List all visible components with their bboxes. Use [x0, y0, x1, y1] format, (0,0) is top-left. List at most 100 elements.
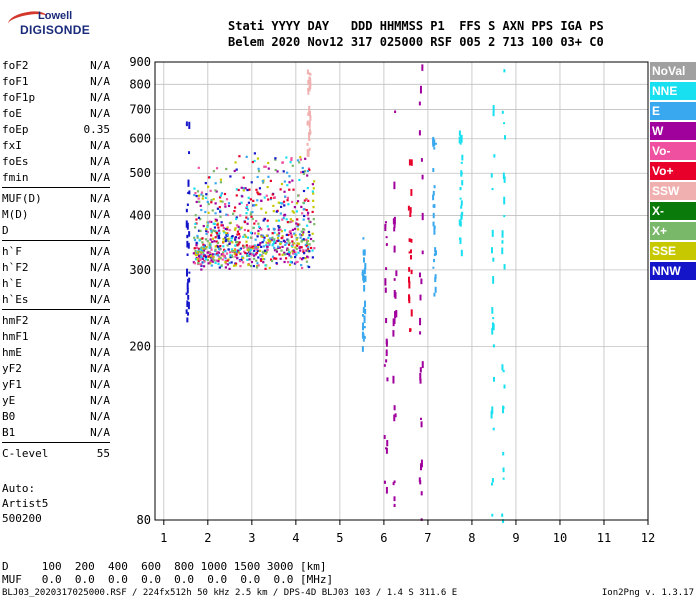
- echo-mark: [266, 186, 269, 189]
- echo-mark: [491, 229, 494, 237]
- echo-mark: [285, 171, 289, 174]
- echo-mark: [200, 191, 204, 194]
- echo-mark: [291, 200, 294, 204]
- echo-mark: [245, 244, 248, 247]
- echo-mark: [311, 249, 314, 252]
- echo-mark: [230, 261, 233, 264]
- echo-mark: [305, 208, 308, 212]
- echo-mark: [384, 278, 387, 286]
- echo-mark: [491, 513, 494, 517]
- echo-mark: [234, 161, 237, 164]
- echo-mark: [220, 253, 223, 256]
- echo-mark: [219, 181, 223, 184]
- echo-mark: [421, 250, 424, 255]
- echo-mark: [274, 158, 277, 161]
- echo-mark: [311, 190, 314, 193]
- echo-mark: [432, 168, 435, 172]
- echo-mark: [255, 266, 259, 269]
- echo-mark: [460, 170, 463, 177]
- echo-mark: [269, 240, 272, 243]
- echo-mark: [306, 224, 309, 227]
- param-name: D: [2, 224, 9, 237]
- echo-mark: [279, 257, 282, 260]
- echo-mark: [308, 76, 311, 80]
- echo-mark: [208, 220, 211, 223]
- echo-mark: [205, 229, 208, 233]
- echo-mark: [279, 241, 283, 244]
- param-name: h`F: [2, 245, 22, 258]
- echo-mark: [256, 235, 259, 238]
- echo-mark: [210, 259, 213, 262]
- echo-mark: [214, 202, 217, 205]
- echo-mark: [211, 255, 214, 258]
- echo-mark: [258, 225, 261, 228]
- echo-mark: [256, 262, 259, 265]
- echo-mark: [257, 232, 260, 235]
- echo-mark: [295, 202, 299, 205]
- echo-mark: [224, 205, 227, 208]
- echo-mark: [202, 255, 206, 258]
- echo-mark: [286, 252, 289, 256]
- echo-mark: [240, 226, 243, 229]
- echo-mark: [433, 147, 436, 150]
- param-name: B1: [2, 426, 16, 439]
- echo-mark: [280, 236, 283, 240]
- echo-mark: [203, 254, 207, 257]
- echo-mark: [432, 221, 435, 227]
- echo-mark: [194, 251, 197, 254]
- echo-mark: [195, 194, 198, 198]
- echo-mark: [210, 201, 213, 204]
- echo-mark: [217, 247, 221, 251]
- echo-mark: [210, 234, 213, 237]
- echo-mark: [302, 208, 305, 211]
- echo-mark: [289, 232, 292, 235]
- echo-mark: [302, 172, 305, 175]
- echo-mark: [267, 161, 270, 165]
- legend-item-x: X+: [650, 222, 696, 240]
- echo-mark: [308, 243, 311, 246]
- echo-mark: [313, 223, 316, 226]
- echo-mark: [281, 202, 284, 205]
- echo-mark: [233, 252, 236, 255]
- echo-mark: [291, 219, 294, 223]
- echo-mark: [195, 243, 198, 247]
- echo-mark: [233, 248, 236, 252]
- echo-mark: [215, 240, 218, 243]
- echo-mark: [212, 256, 215, 259]
- echo-mark: [408, 280, 411, 289]
- legend-item-x: X-: [650, 202, 696, 220]
- echo-mark: [306, 255, 309, 258]
- echo-mark: [232, 264, 236, 267]
- echo-mark: [418, 272, 421, 278]
- echo-mark: [503, 384, 506, 389]
- echo-mark: [407, 205, 410, 211]
- echo-mark: [288, 251, 291, 254]
- echo-mark: [235, 217, 238, 221]
- echo-mark: [225, 252, 229, 255]
- echo-mark: [276, 236, 280, 240]
- echo-mark: [308, 250, 311, 253]
- echo-mark: [227, 204, 231, 208]
- param-value: N/A: [90, 277, 110, 290]
- param-row: foF1p N/A: [2, 90, 110, 106]
- x-tick-label: 5: [336, 531, 343, 545]
- echo-mark: [187, 191, 190, 194]
- echo-mark: [195, 241, 198, 244]
- echo-mark: [188, 277, 191, 283]
- echo-mark: [312, 192, 315, 195]
- header-line2: Belem 2020 Nov12 317 025000 RSF 005 2 71…: [228, 35, 604, 49]
- echo-mark: [419, 367, 422, 373]
- echo-mark: [298, 161, 301, 164]
- echo-mark: [264, 252, 268, 255]
- echo-mark: [224, 202, 227, 206]
- echo-mark: [206, 224, 209, 227]
- echo-mark: [203, 249, 206, 252]
- logo-line1: Lowell: [38, 10, 73, 22]
- echo-mark: [393, 245, 396, 253]
- echo-mark: [222, 226, 225, 230]
- echo-mark: [219, 194, 223, 197]
- echo-mark: [282, 200, 286, 203]
- echo-mark: [490, 247, 493, 254]
- echo-mark: [226, 263, 229, 266]
- echo-mark: [421, 212, 424, 221]
